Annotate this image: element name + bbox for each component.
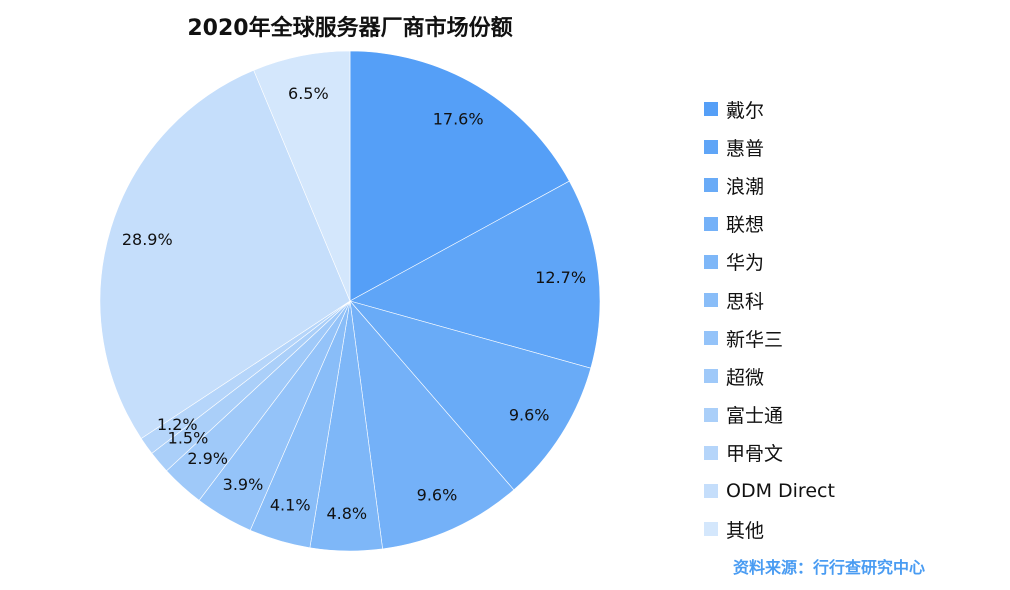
data-label: 1.2% <box>157 415 198 434</box>
legend-item: 浪潮 <box>704 166 835 204</box>
legend: 戴尔惠普浪潮联想华为思科新华三超微富士通甲骨文 ODM Direct 其他 <box>704 90 835 548</box>
legend-swatch <box>704 407 718 422</box>
legend-label: 思科 <box>726 290 765 313</box>
legend-swatch <box>704 483 718 498</box>
data-label: 12.7% <box>535 268 586 287</box>
legend-swatch <box>704 216 718 231</box>
legend-label: 戴尔 <box>726 99 765 122</box>
pie-slice-3 <box>349 300 515 550</box>
legend-swatch <box>704 445 718 460</box>
legend-item: 其他 <box>704 510 835 548</box>
legend-item: 戴尔 <box>704 90 835 128</box>
legend-label: 新华三 <box>726 328 784 351</box>
legend-item: 富士通 <box>704 396 835 434</box>
pie-slice-10 <box>99 69 351 439</box>
legend-label: 浪潮 <box>726 175 765 198</box>
legend-item: 联想 <box>704 205 835 243</box>
legend-label: 其他 <box>726 519 765 542</box>
legend-swatch <box>704 293 718 308</box>
data-label: 4.8% <box>326 504 367 523</box>
pie-slice-0 <box>349 50 570 302</box>
legend-item: 超微 <box>704 357 835 395</box>
data-label: 9.6% <box>509 405 550 424</box>
legend-label: 超微 <box>726 366 765 389</box>
pie-slice-1 <box>349 180 601 369</box>
legend-item: ODM Direct <box>704 472 835 510</box>
legend-item: 惠普 <box>704 128 835 166</box>
data-label: 9.6% <box>417 485 458 504</box>
pie-chart: 17.6% 12.7% 9.6% 9.6% 4.8% 4.1% 3.9% 2.9%1.5%1.… <box>99 50 601 552</box>
legend-swatch <box>704 140 718 155</box>
source-note: 资料来源：行行查研究中心 <box>733 558 926 577</box>
legend-label: 甲骨文 <box>726 443 784 466</box>
legend-swatch <box>704 102 718 117</box>
data-label: 17.6% <box>433 110 484 129</box>
legend-swatch <box>704 331 718 346</box>
data-label: 28.9% <box>122 230 173 249</box>
legend-swatch <box>704 522 718 537</box>
legend-swatch <box>704 254 718 269</box>
pie-slice-2 <box>349 300 592 491</box>
pie-slice-11 <box>253 50 351 302</box>
data-label: 6.5% <box>288 84 329 103</box>
legend-label: 华为 <box>726 252 765 275</box>
legend-label: ODM Direct <box>726 479 835 502</box>
legend-item: 甲骨文 <box>704 434 835 472</box>
data-label: 2.9% <box>187 449 228 468</box>
legend-label: 富士通 <box>726 405 784 428</box>
legend-item: 思科 <box>704 281 835 319</box>
legend-label: 惠普 <box>726 137 765 160</box>
legend-label: 联想 <box>726 214 765 237</box>
legend-swatch <box>704 178 718 193</box>
legend-item: 华为 <box>704 243 835 281</box>
legend-swatch <box>704 369 718 384</box>
chart-title: 2020年全球服务器厂商市场份额 <box>187 16 513 41</box>
legend-item: 新华三 <box>704 319 835 357</box>
data-label: 4.1% <box>270 495 311 514</box>
data-label: 3.9% <box>223 475 264 494</box>
data-label: 1.5% <box>168 429 209 448</box>
